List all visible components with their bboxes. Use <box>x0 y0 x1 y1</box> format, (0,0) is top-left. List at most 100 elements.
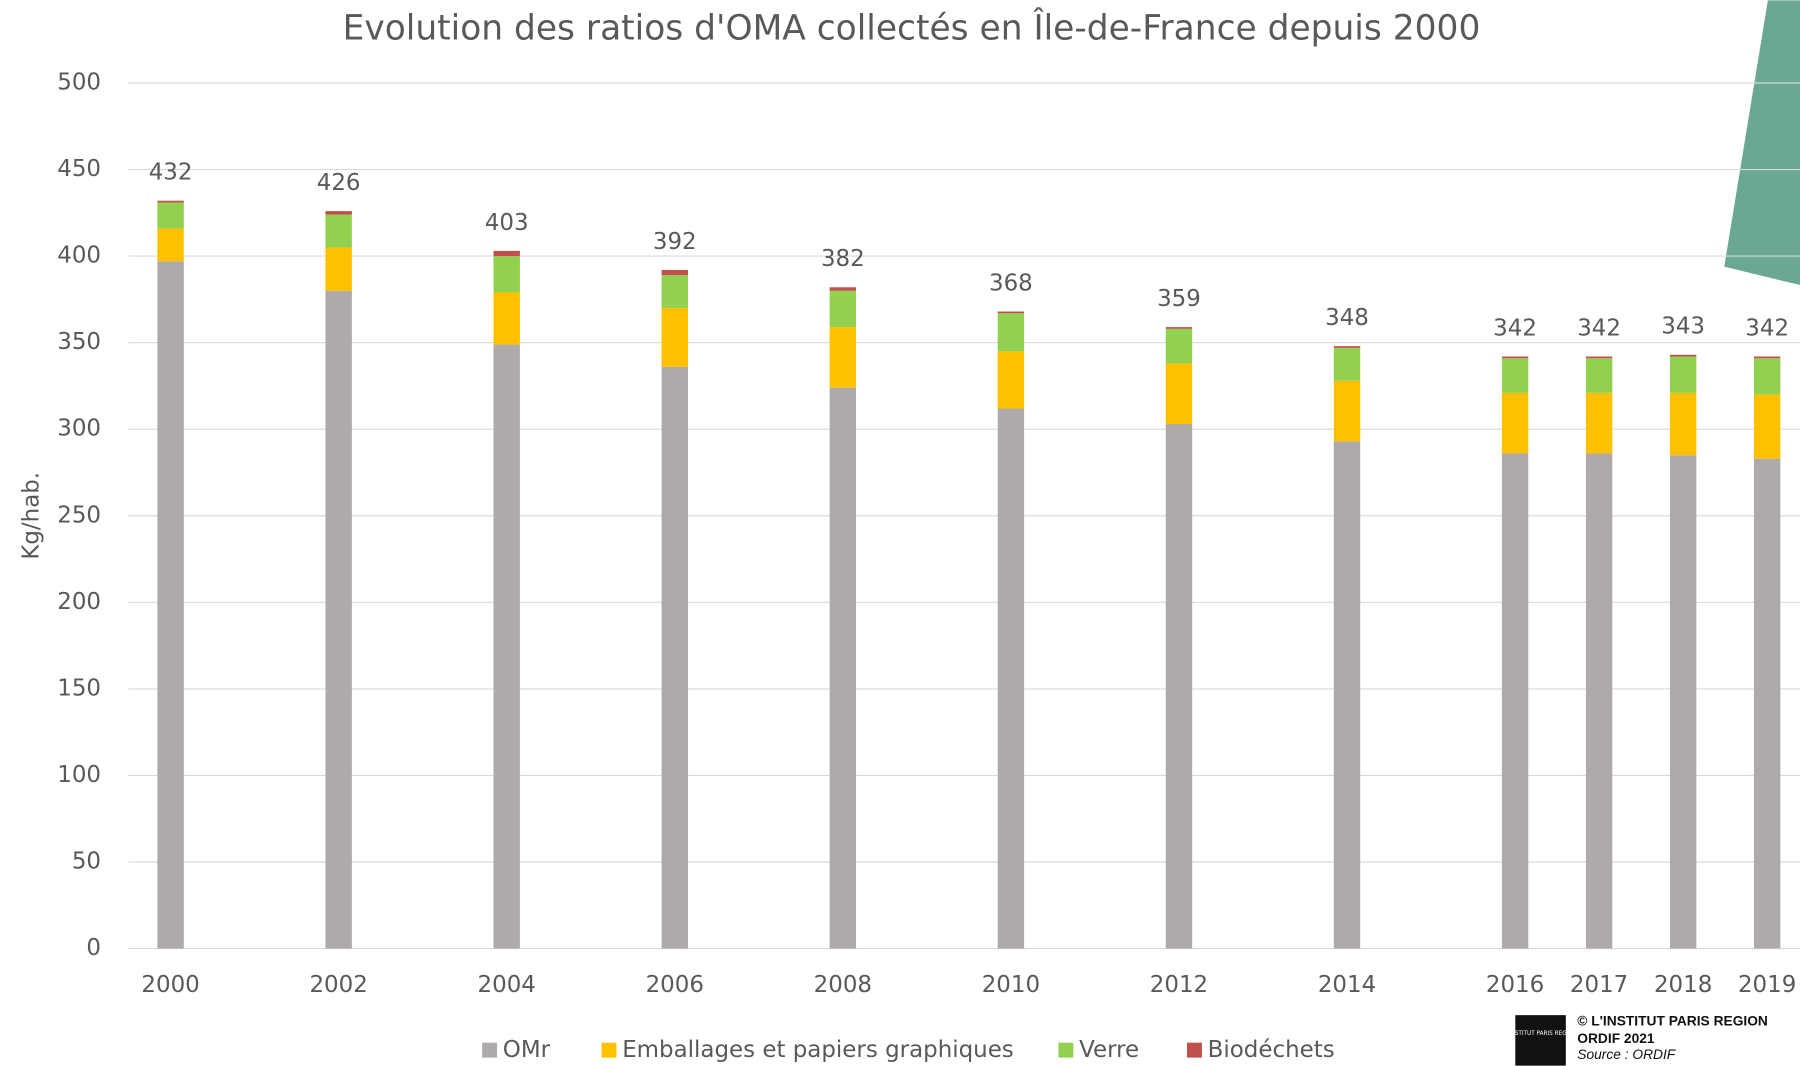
bar-segment <box>662 367 688 949</box>
legend-label: Biodéchets <box>1208 1037 1335 1063</box>
decoration <box>1724 0 1800 285</box>
logo <box>1515 1015 1566 1066</box>
bar-segment <box>1754 358 1780 394</box>
bar-segment <box>1166 329 1192 364</box>
bar-segment <box>157 228 183 261</box>
y-axis-label: Kg/hab. <box>19 472 45 560</box>
data-label: 382 <box>821 246 865 272</box>
data-label: 342 <box>1493 315 1537 341</box>
bar-segment <box>1166 424 1192 949</box>
bar-segment <box>998 312 1024 314</box>
bar-segment <box>1502 358 1528 393</box>
bar-segment <box>494 251 520 256</box>
y-tick-label: 100 <box>57 762 101 788</box>
bar-segment <box>830 291 856 327</box>
bar-segment <box>1334 346 1360 348</box>
legend-swatch <box>602 1043 617 1058</box>
x-tick-label: 2004 <box>478 972 536 998</box>
x-tick-label: 2016 <box>1486 972 1544 998</box>
x-tick-label: 2019 <box>1738 972 1796 998</box>
bar-segment <box>1586 358 1612 393</box>
x-tick-label: 2018 <box>1654 972 1712 998</box>
bar-segment <box>1502 453 1528 948</box>
bar-segment <box>157 261 183 948</box>
bar-segment <box>830 287 856 290</box>
data-label: 359 <box>1157 286 1201 312</box>
x-tick-label: 2012 <box>1150 972 1208 998</box>
x-tick-label: 2014 <box>1318 972 1376 998</box>
bar-segment <box>1586 357 1612 359</box>
bar-segment <box>998 351 1024 408</box>
data-label: 432 <box>149 160 193 186</box>
bar-segment <box>1670 357 1696 393</box>
bar-segment <box>1586 393 1612 454</box>
legend-swatch <box>1058 1043 1073 1058</box>
y-tick-label: 450 <box>57 156 101 182</box>
legend-label: Verre <box>1079 1037 1139 1063</box>
credit: © L'INSTITUT PARIS REGION <box>1577 1014 1768 1029</box>
bar-segment <box>325 291 351 949</box>
bar-segment <box>494 344 520 948</box>
data-label: 348 <box>1325 305 1369 331</box>
data-label: 343 <box>1661 314 1705 340</box>
data-label: 368 <box>989 270 1033 296</box>
data-label: 392 <box>653 229 697 255</box>
bar-segment <box>325 211 351 214</box>
bar-segment <box>494 292 520 344</box>
logo-text: L'INSTITUT PARIS REGION <box>1504 1031 1577 1037</box>
bar-segment <box>1166 327 1192 329</box>
y-tick-label: 150 <box>57 675 101 701</box>
bar-segment <box>1754 357 1780 359</box>
x-tick-label: 2017 <box>1570 972 1628 998</box>
x-tick-label: 2008 <box>814 972 872 998</box>
bar-segment <box>998 313 1024 351</box>
x-tick-label: 2002 <box>309 972 367 998</box>
page: {"chart_data": {"type": "stacked_bar", "… <box>0 0 1800 1066</box>
bar-segment <box>1670 393 1696 455</box>
bar-segment <box>1502 357 1528 359</box>
data-label: 403 <box>485 210 529 236</box>
source: Source : ORDIF <box>1577 1047 1677 1062</box>
y-tick-label: 250 <box>57 502 101 528</box>
bar-segment <box>325 215 351 248</box>
legend-label: OMr <box>503 1037 551 1063</box>
chart-title: Evolution des ratios d'OMA collectés en … <box>343 8 1481 49</box>
bar-segment <box>1502 393 1528 454</box>
y-tick-label: 300 <box>57 416 101 442</box>
bar-segment <box>662 270 688 275</box>
x-tick-label: 2000 <box>141 972 199 998</box>
y-tick-label: 400 <box>57 243 101 269</box>
bar-segment <box>830 388 856 949</box>
bar-segment <box>1166 363 1192 424</box>
bar-segment <box>1334 348 1360 381</box>
x-tick-label: 2010 <box>982 972 1040 998</box>
bar-segment <box>1754 459 1780 949</box>
data-label: 342 <box>1745 315 1789 341</box>
bar-segment <box>1754 395 1780 459</box>
y-tick-label: 0 <box>86 935 101 961</box>
y-tick-label: 500 <box>57 70 101 96</box>
bar-segment <box>1670 455 1696 948</box>
data-label: 426 <box>317 170 361 196</box>
legend: OMr Emballages et papiers graphiques Verre… <box>482 1037 1335 1063</box>
bar-segment <box>157 202 183 228</box>
bar-segment <box>494 256 520 292</box>
bar-segment <box>830 327 856 388</box>
bar-segment <box>998 408 1024 948</box>
chart: Evolution des ratios d'OMA collectés en … <box>0 0 1800 1066</box>
data-label: 342 <box>1577 315 1621 341</box>
bar-segment <box>325 247 351 290</box>
y-tick-label: 350 <box>57 329 101 355</box>
bar-segment <box>1670 355 1696 357</box>
bar-segment <box>1334 381 1360 442</box>
edition: ORDIF 2021 <box>1577 1031 1655 1046</box>
x-tick-label: 2006 <box>646 972 704 998</box>
bar-segment <box>1334 441 1360 948</box>
legend-swatch <box>482 1043 497 1058</box>
bar-segment <box>662 308 688 367</box>
bar-segment <box>157 201 183 203</box>
legend-swatch <box>1187 1043 1202 1058</box>
legend-label: Emballages et papiers graphiques <box>622 1037 1014 1063</box>
y-tick-label: 50 <box>72 849 101 875</box>
bar-segment <box>1586 453 1612 948</box>
